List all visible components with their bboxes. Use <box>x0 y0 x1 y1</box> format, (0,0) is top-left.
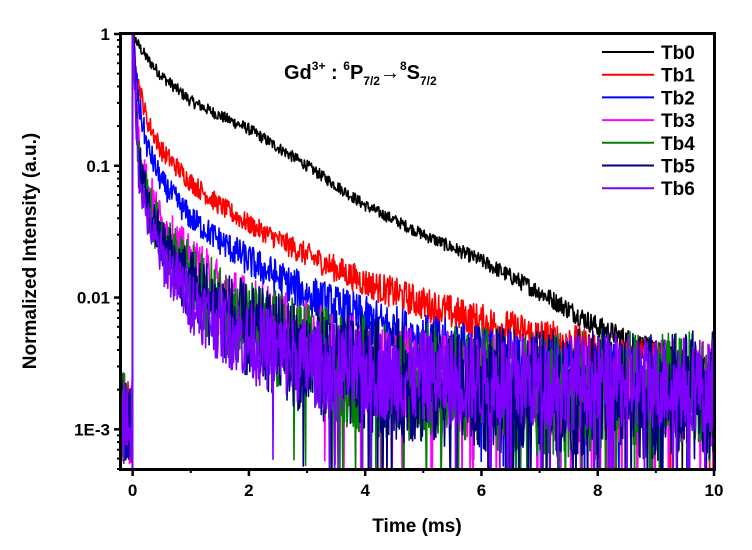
annot-ion: Gd <box>284 62 312 84</box>
x-tick-label: 6 <box>477 481 486 500</box>
annot-initial-j: 7/2 <box>363 74 380 88</box>
legend-label-tb4: Tb4 <box>661 134 695 155</box>
legend-label-tb5: Tb5 <box>661 157 695 178</box>
annot-sep: : <box>325 62 343 84</box>
x-tick-label: 2 <box>244 481 253 500</box>
series-line-tb6 <box>121 34 714 469</box>
transition-annotation: Gd3+ : 6P7/2→8S7/2 <box>284 59 437 88</box>
x-axis: 0 2 4 6 8 10 <box>128 469 724 500</box>
legend-label-tb2: Tb2 <box>661 88 695 109</box>
annot-final-j: 7/2 <box>420 74 437 88</box>
legend-label-tb6: Tb6 <box>661 179 695 200</box>
y-tick-label: 1 <box>101 25 110 44</box>
legend-label-tb1: Tb1 <box>661 66 695 87</box>
annot-final-term: S <box>407 62 420 84</box>
legend-label-tb0: Tb0 <box>661 43 695 64</box>
y-tick-label: 1E-3 <box>74 420 110 439</box>
annot-initial-term: P <box>350 62 363 84</box>
x-axis-title: Time (ms) <box>372 516 461 537</box>
x-tick-label: 8 <box>593 481 602 500</box>
legend-label-tb3: Tb3 <box>661 111 695 132</box>
annot-charge: 3+ <box>312 59 326 73</box>
y-axis-title: Normalized Intensity (a.u.) <box>20 133 41 369</box>
y-tick-label: 0.1 <box>86 157 110 176</box>
y-tick-label: 0.01 <box>77 289 110 308</box>
annot-arrow: → <box>380 62 400 84</box>
y-axis: 1 0.1 0.01 1E-3 <box>74 25 121 470</box>
x-tick-label: 0 <box>128 481 137 500</box>
x-tick-label: 4 <box>360 481 370 500</box>
annot-initial-mult: 6 <box>343 59 350 73</box>
annot-final-mult: 8 <box>400 59 407 73</box>
series-line-tb0 <box>121 34 714 469</box>
x-tick-label: 10 <box>705 481 724 500</box>
series-layer <box>121 34 714 469</box>
plot-frame <box>119 32 716 471</box>
